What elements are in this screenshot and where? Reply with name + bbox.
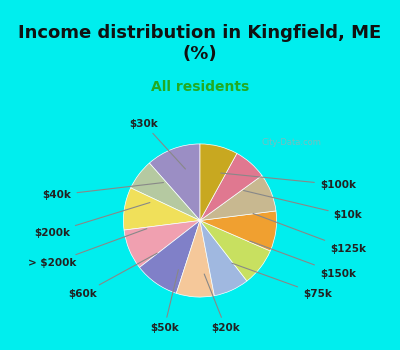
Text: Income distribution in Kingfield, ME
(%): Income distribution in Kingfield, ME (%) [18,25,382,63]
Text: $40k: $40k [43,183,164,200]
Wedge shape [200,175,276,220]
Wedge shape [200,220,270,281]
Wedge shape [140,220,200,293]
Text: $125k: $125k [253,214,366,254]
Text: $200k: $200k [34,203,150,238]
Text: $150k: $150k [250,241,356,279]
Text: $50k: $50k [150,270,179,333]
Text: $60k: $60k [68,253,157,299]
Wedge shape [124,220,200,267]
Text: $75k: $75k [232,263,332,299]
Wedge shape [176,220,214,297]
Wedge shape [149,144,200,220]
Text: $20k: $20k [204,274,240,333]
Text: City-Data.com: City-Data.com [262,138,322,147]
Wedge shape [200,211,276,251]
Wedge shape [200,220,247,296]
Wedge shape [131,163,200,220]
Wedge shape [200,153,262,220]
Wedge shape [124,188,200,230]
Text: $100k: $100k [221,173,356,190]
Text: > $200k: > $200k [28,229,147,268]
Text: $30k: $30k [130,119,186,169]
Wedge shape [200,144,237,220]
Text: All residents: All residents [151,80,249,94]
Text: $10k: $10k [244,190,362,220]
